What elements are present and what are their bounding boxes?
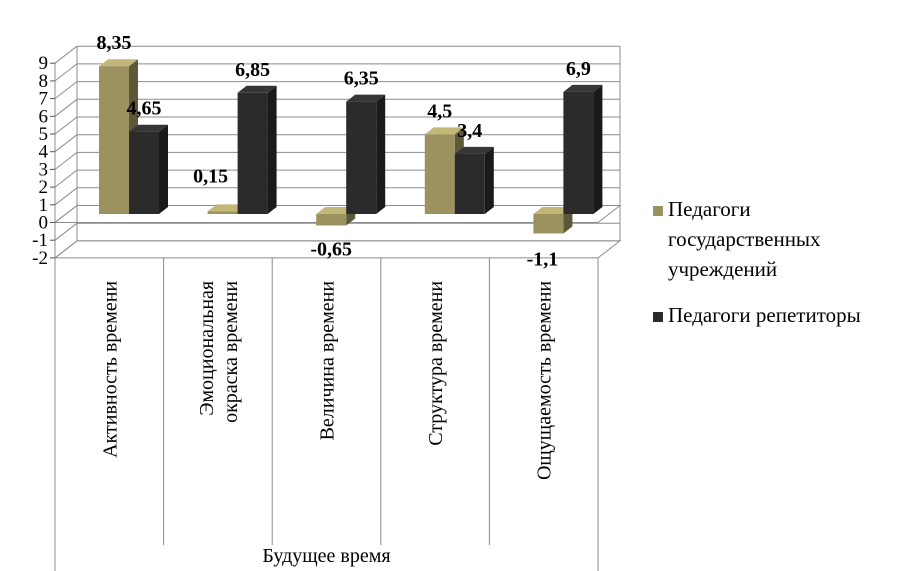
bar-side (267, 85, 277, 214)
category-label-line: Величина времени (317, 281, 339, 441)
bar-top (237, 85, 277, 93)
bar-top (533, 207, 573, 214)
bar-top (346, 94, 386, 102)
data-label: 4,5 (427, 100, 452, 122)
bar-top (207, 204, 247, 212)
bar-side (593, 84, 603, 215)
gridline-side (54, 116, 78, 135)
bar-top (563, 84, 603, 92)
gridline-side (54, 152, 78, 170)
y-tick-label: 5 (39, 124, 49, 145)
data-label: 3,4 (457, 120, 482, 142)
data-label: -1,1 (527, 248, 559, 270)
bar (533, 214, 564, 234)
bars-layer (99, 59, 603, 234)
data-label: 6,35 (344, 68, 379, 90)
category-label: Структура времени (425, 281, 447, 446)
category-label: Активность времени (99, 281, 121, 458)
bar (424, 134, 455, 214)
floor-plane (53, 205, 622, 223)
legend-label: Педагоги (668, 197, 751, 221)
bar (99, 66, 129, 214)
y-tick-label: 2 (39, 177, 49, 198)
bar (454, 153, 485, 214)
legend: Педагоги государственных учреждений Педагог… (653, 197, 861, 327)
category-labels: Активность времени Эмоциональная окраска в… (54, 257, 599, 571)
bottom-plane (53, 240, 622, 259)
data-label: -0,65 (310, 239, 352, 261)
category-label: Ощущаемость времени (534, 281, 556, 480)
gridline-side (54, 98, 78, 117)
category-label: Величина времени (317, 281, 339, 441)
y-tick-label: 4 (39, 142, 49, 163)
category-label-line: Ощущаемость времени (534, 281, 556, 480)
y-tick-label: -2 (32, 248, 48, 269)
gridline-side (54, 187, 78, 206)
bar-top (316, 207, 356, 214)
category-label-line: Эмоциональная (196, 281, 218, 416)
bar (316, 214, 347, 226)
bar-side (159, 124, 168, 214)
legend-swatch (653, 312, 663, 322)
data-label: 4,65 (127, 98, 162, 120)
bar-top (99, 59, 138, 67)
labels-layer: 8,35 4,65 0,15 6,85 -0,65 6,35 4,53,4 -1,1 6,9 (97, 32, 591, 270)
y-tick-label: 1 (39, 195, 49, 216)
category-label-line: Структура времени (425, 281, 447, 446)
gridline-side (54, 81, 78, 99)
y-tick-label: 6 (39, 106, 49, 127)
y-tick-label: 3 (39, 159, 49, 180)
category-label-line: окраска времени (220, 281, 242, 423)
bar-top (424, 127, 464, 135)
y-tick-label: 0 (39, 213, 49, 234)
y-tick-label: -1 (32, 230, 48, 251)
bar (563, 91, 594, 214)
gridline-side (54, 45, 78, 64)
y-tick-label: 9 (39, 53, 49, 74)
legend-label: государственных (668, 227, 821, 251)
bar-top (129, 124, 168, 132)
bar-side (484, 146, 494, 214)
gridline-side (54, 222, 78, 241)
legend-swatch (653, 206, 663, 216)
gridline-side (54, 134, 78, 153)
y-tick-label: 8 (39, 71, 49, 92)
bar-top (454, 146, 494, 154)
bar (129, 131, 159, 214)
gridline-side (54, 63, 78, 82)
category-label-line: Активность времени (99, 281, 121, 458)
data-label: 6,85 (235, 59, 270, 81)
gridline-side (54, 169, 78, 188)
category-label: Эмоциональная окраска времени (196, 281, 242, 423)
group-label: Будущее время (262, 545, 390, 567)
bar (237, 92, 268, 214)
data-label: 0,15 (193, 165, 228, 187)
y-tick-label: 7 (39, 89, 49, 110)
legend-label: Педагоги репетиторы (668, 303, 861, 327)
data-label: 8,35 (97, 32, 132, 54)
bar-side (376, 94, 386, 214)
data-label: 6,9 (566, 58, 591, 80)
legend-label: учреждений (668, 257, 777, 281)
bar (346, 101, 377, 214)
bar (207, 211, 238, 214)
